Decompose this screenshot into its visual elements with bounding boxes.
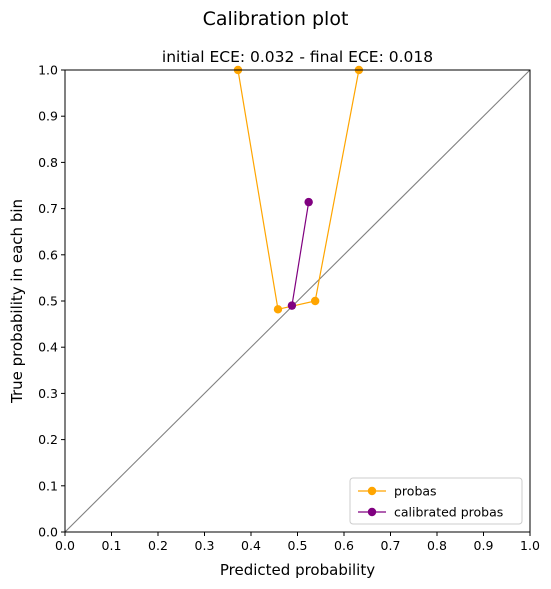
x-tick-label: 0.3 bbox=[195, 538, 215, 553]
x-tick-label: 0.8 bbox=[427, 538, 447, 553]
y-tick-label: 0.5 bbox=[38, 294, 58, 309]
chart-suptitle: Calibration plot bbox=[203, 8, 349, 30]
y-tick-label: 0.1 bbox=[38, 478, 58, 493]
chart-title: initial ECE: 0.032 - final ECE: 0.018 bbox=[162, 48, 433, 66]
x-tick-label: 0.0 bbox=[55, 538, 75, 553]
x-tick-label: 0.5 bbox=[288, 538, 308, 553]
y-tick-label: 0.4 bbox=[38, 340, 58, 355]
legend: probas calibrated probas bbox=[349, 477, 523, 525]
series-line bbox=[291, 202, 310, 306]
series-calibrated-probas bbox=[287, 197, 313, 310]
data-point bbox=[310, 296, 320, 306]
y-tick-label: 0.0 bbox=[38, 525, 58, 540]
legend-box bbox=[349, 477, 523, 525]
legend-marker bbox=[367, 507, 377, 517]
x-tick-label: 0.2 bbox=[148, 538, 168, 553]
series-probas bbox=[233, 65, 364, 314]
legend-label: probas bbox=[394, 484, 437, 499]
legend-marker bbox=[367, 486, 377, 496]
perfect-calibration-line bbox=[64, 69, 531, 533]
y-tick-label: 0.8 bbox=[38, 155, 58, 170]
x-tick-label: 0.1 bbox=[102, 538, 122, 553]
y-tick-label: 0.3 bbox=[38, 386, 58, 401]
y-tick-label: 0.9 bbox=[38, 109, 58, 124]
legend-label: calibrated probas bbox=[394, 505, 503, 520]
y-tick-label: 0.6 bbox=[38, 247, 58, 262]
y-tick-label: 1.0 bbox=[38, 63, 58, 78]
data-point bbox=[273, 305, 283, 314]
x-tick-label: 1.0 bbox=[520, 538, 540, 553]
series-line bbox=[237, 69, 360, 311]
plot-area: 0.0 0.1 0.2 0.3 0.4 0.5 0.6 0.7 0.8 0.9 1.0 0.0 0.1 0… bbox=[38, 63, 540, 554]
data-point bbox=[304, 197, 313, 207]
x-tick-label: 0.7 bbox=[381, 538, 401, 553]
data-point bbox=[287, 301, 297, 310]
x-axis-label: Predicted probability bbox=[220, 561, 375, 579]
x-tick-label: 0.6 bbox=[334, 538, 354, 553]
y-tick-label: 0.2 bbox=[38, 432, 58, 447]
y-axis-label: True probability in each bin bbox=[8, 199, 26, 404]
x-tick-label: 0.9 bbox=[474, 538, 494, 553]
x-tick-label: 0.4 bbox=[241, 538, 261, 553]
y-tick-label: 0.7 bbox=[38, 201, 58, 216]
